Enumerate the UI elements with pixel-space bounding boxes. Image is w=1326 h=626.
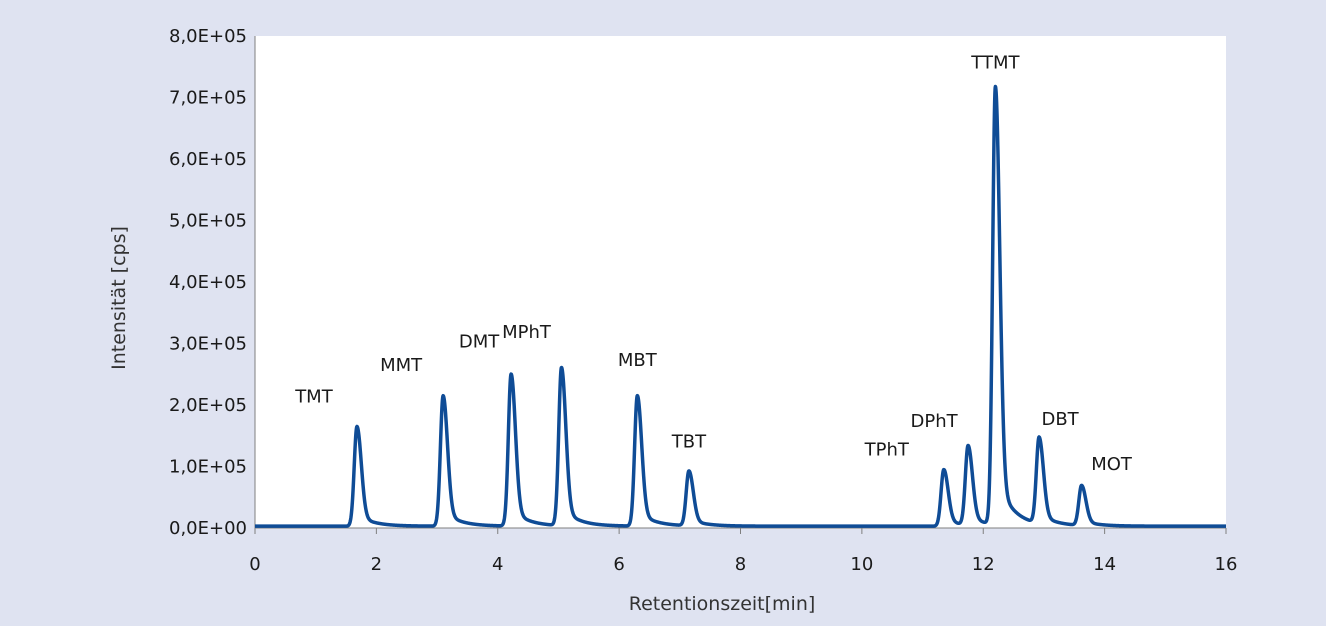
peak-label: MMT (380, 355, 423, 376)
peak-label: TMT (294, 387, 334, 408)
y-tick-label: 1,0E+05 (169, 457, 247, 478)
x-axis-title: Retentionszeit[min] (629, 593, 816, 615)
x-tick-label: 2 (371, 554, 382, 575)
y-tick-label: 8,0E+05 (169, 26, 247, 47)
peak-label: MBT (618, 350, 658, 371)
x-tick-label: 0 (249, 554, 260, 575)
y-tick-label: 6,0E+05 (169, 149, 247, 170)
y-tick-label: 2,0E+05 (169, 395, 247, 416)
peak-label: DMT (459, 331, 500, 352)
x-tick-label: 10 (850, 554, 873, 575)
y-tick-label: 5,0E+05 (169, 211, 247, 232)
peak-label: TBT (671, 431, 707, 452)
y-tick-label: 0,0E+00 (169, 518, 247, 539)
x-tick-label: 4 (492, 554, 503, 575)
y-tick-label: 7,0E+05 (169, 88, 247, 109)
y-tick-label: 4,0E+05 (169, 272, 247, 293)
peak-label: MOT (1091, 454, 1133, 475)
peak-label: MPhT (502, 322, 552, 343)
y-tick-label: 3,0E+05 (169, 334, 247, 355)
peak-label: TPhT (864, 440, 910, 461)
peak-label: TTMT (970, 52, 1020, 73)
x-tick-label: 6 (613, 554, 624, 575)
y-axis-ticks: 0,0E+00 1,0E+05 2,0E+05 3,0E+05 4,0E+05 5,0E+… (169, 26, 247, 539)
x-tick-label: 12 (972, 554, 995, 575)
x-tick-label: 16 (1215, 554, 1238, 575)
x-axis-ticks: 0 2 4 6 8 10 12 14 16 (249, 528, 1237, 575)
peak-label: DPhT (911, 411, 959, 432)
plot-area (255, 36, 1226, 528)
y-axis-title: Intensität [cps] (108, 226, 130, 370)
x-tick-label: 14 (1093, 554, 1116, 575)
x-tick-label: 8 (735, 554, 746, 575)
peak-label: DBT (1041, 409, 1079, 430)
chromatogram-trace (253, 84, 1228, 528)
